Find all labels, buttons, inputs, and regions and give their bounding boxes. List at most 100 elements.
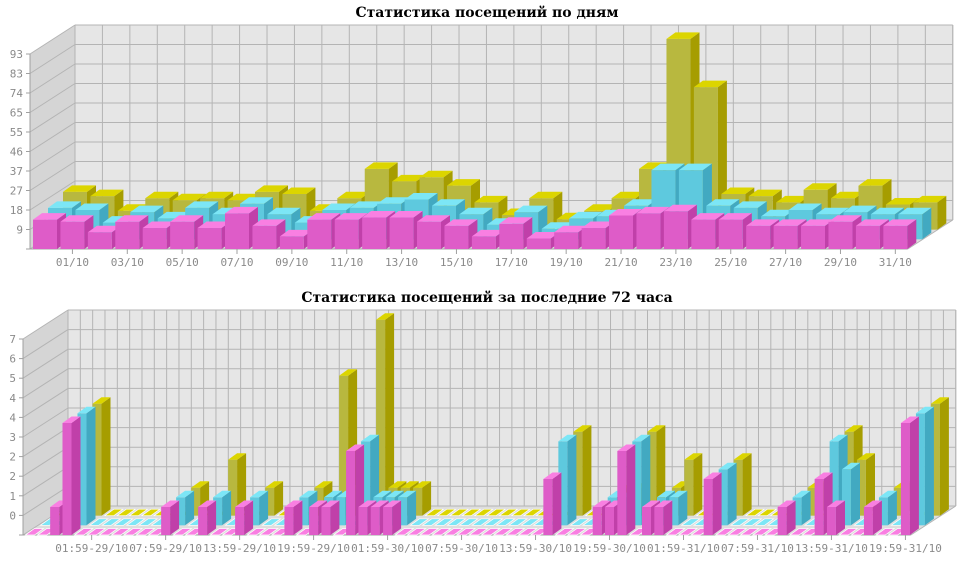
bar-top (666, 32, 700, 39)
bar (838, 528, 859, 536)
bar-front (654, 507, 664, 535)
bar (788, 528, 810, 536)
bar-top (321, 500, 340, 507)
bar-side (207, 500, 217, 535)
bar-front (336, 497, 346, 526)
bar (176, 490, 195, 526)
bar-top (514, 205, 548, 213)
bar (92, 397, 111, 516)
bar-top (520, 518, 541, 526)
bar-front (213, 497, 223, 526)
bar-front (33, 219, 57, 249)
bar-top (130, 205, 164, 213)
bar-top (324, 490, 343, 498)
bar-front (362, 217, 387, 249)
bar (424, 508, 445, 517)
bar-front (417, 221, 442, 249)
bar-top (225, 206, 258, 214)
bar-front (334, 219, 359, 249)
bar-front (389, 217, 414, 249)
bar (468, 528, 489, 536)
bar-top (522, 508, 544, 517)
bar-top (92, 397, 111, 404)
x-tick-label: 07:59-29/10 (129, 542, 202, 555)
bar-top (566, 528, 588, 536)
bar (409, 518, 430, 526)
bar (522, 508, 544, 517)
bar-front (526, 238, 551, 249)
bar (383, 500, 402, 535)
bar-side (678, 490, 688, 526)
bar-top (663, 204, 697, 212)
bar (135, 528, 156, 536)
bar-front (669, 497, 679, 526)
bar-top (87, 225, 121, 233)
bar-top (339, 369, 358, 376)
bar-front (265, 487, 275, 516)
bar-side (801, 490, 811, 526)
bar (209, 528, 230, 536)
bar-top (459, 207, 493, 215)
bar-front (632, 441, 642, 526)
bar-side (727, 462, 737, 526)
bar-top (456, 528, 477, 536)
bar (431, 528, 452, 536)
bar-top (776, 195, 810, 203)
y-tick-label: 7 (9, 333, 16, 346)
bar-top (424, 508, 445, 517)
bar-side (86, 406, 96, 526)
bar-top (383, 500, 402, 507)
bar-front (142, 228, 167, 249)
bar (461, 508, 482, 517)
bar (878, 490, 897, 526)
bar-top (309, 500, 328, 507)
bar (680, 518, 701, 526)
bar-front (636, 213, 661, 249)
bar-top (483, 518, 504, 526)
bar-top (554, 225, 588, 233)
bar (98, 528, 119, 536)
bar-front (361, 441, 371, 526)
x-tick-label: 01:59-29/10 (55, 542, 128, 555)
bar-top (757, 508, 778, 517)
bar-front (413, 487, 423, 516)
floor-edge (910, 505, 957, 536)
bar-side (663, 500, 673, 535)
x-tick-label: 01:59-30/10 (351, 542, 424, 555)
bar-front (558, 441, 568, 526)
bar-front (605, 507, 615, 535)
bar (883, 219, 917, 249)
y-tick-label: 37 (10, 165, 23, 178)
bar-front (499, 223, 524, 249)
bar-side (582, 425, 592, 516)
bar (792, 490, 811, 526)
bar-front (161, 507, 171, 535)
bar-top (647, 425, 666, 432)
bar-side (244, 500, 254, 535)
bar-top (24, 528, 45, 536)
bar-front (307, 219, 332, 249)
bar-top (665, 528, 686, 536)
bar (86, 528, 107, 536)
y-tick-label: 18 (10, 204, 23, 217)
side-grid-line (22, 485, 69, 516)
bar-side (407, 490, 417, 526)
bar (777, 500, 796, 535)
bar-top (678, 163, 712, 171)
x-tick-label: 11/10 (330, 256, 363, 269)
bar-top (714, 528, 736, 536)
bar-top (842, 462, 860, 470)
bar (543, 472, 562, 535)
bar-side (237, 453, 247, 516)
bar-front (930, 403, 940, 516)
bar (246, 528, 267, 536)
bar-side (937, 195, 947, 230)
bar-top (499, 217, 533, 224)
bar-top (255, 185, 288, 192)
bar (900, 416, 919, 535)
bar-top (828, 215, 862, 222)
bar-top (388, 481, 407, 488)
bar-front (346, 451, 356, 535)
bar-top (468, 528, 489, 536)
bar-front (863, 507, 873, 535)
